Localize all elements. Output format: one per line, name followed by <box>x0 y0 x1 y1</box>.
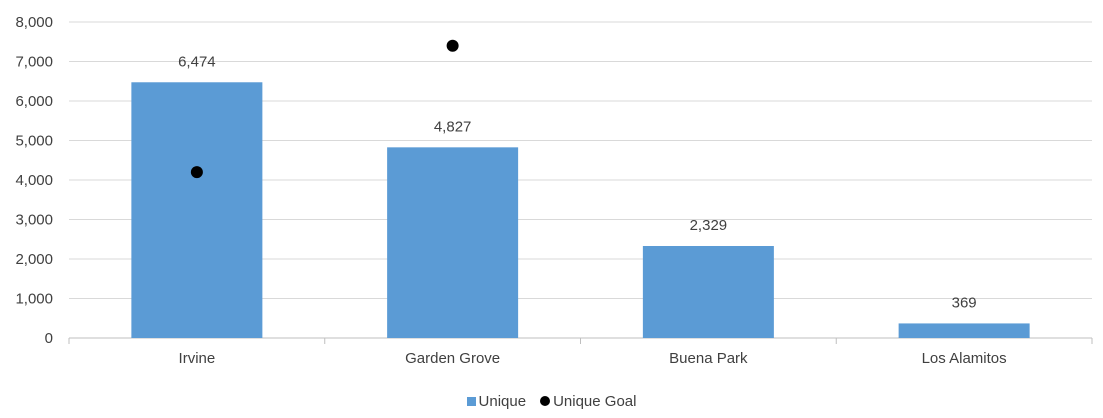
y-tick-label: 1,000 <box>15 291 53 308</box>
legend-label-unique-goal: Unique Goal <box>553 392 637 410</box>
y-tick-label: 5,000 <box>15 133 53 150</box>
legend-swatch-unique-goal <box>540 396 551 406</box>
legend-item-unique-goal: Unique Goal <box>540 393 636 410</box>
data-label: 369 <box>952 294 977 311</box>
y-tick-label: 8,000 <box>15 14 53 31</box>
x-tick-label: Irvine <box>179 350 216 367</box>
bar-irvine <box>131 82 263 338</box>
data-label: 6,474 <box>178 53 216 70</box>
data-label: 2,329 <box>690 217 728 234</box>
bar-garden-grove <box>387 147 519 338</box>
y-tick-label: 4,000 <box>15 172 53 189</box>
goal-marker <box>190 166 203 179</box>
bar-los-alamitos <box>898 323 1030 338</box>
y-tick-label: 7,000 <box>15 54 53 71</box>
y-tick-label: 0 <box>45 330 53 347</box>
legend: Unique Unique Goal <box>0 392 1103 410</box>
x-tick-label: Los Alamitos <box>922 350 1007 367</box>
x-tick-label: Garden Grove <box>405 350 500 367</box>
data-label: 4,827 <box>434 118 472 135</box>
legend-swatch-unique <box>466 396 476 406</box>
y-tick-label: 6,000 <box>15 93 53 110</box>
goal-marker <box>446 39 459 52</box>
y-tick-label: 2,000 <box>15 251 53 268</box>
legend-item-unique: Unique <box>466 392 527 410</box>
legend-label-unique: Unique <box>478 392 527 410</box>
y-tick-label: 3,000 <box>15 212 53 229</box>
bar-buena-park <box>642 246 774 338</box>
x-tick-label: Buena Park <box>669 350 748 367</box>
